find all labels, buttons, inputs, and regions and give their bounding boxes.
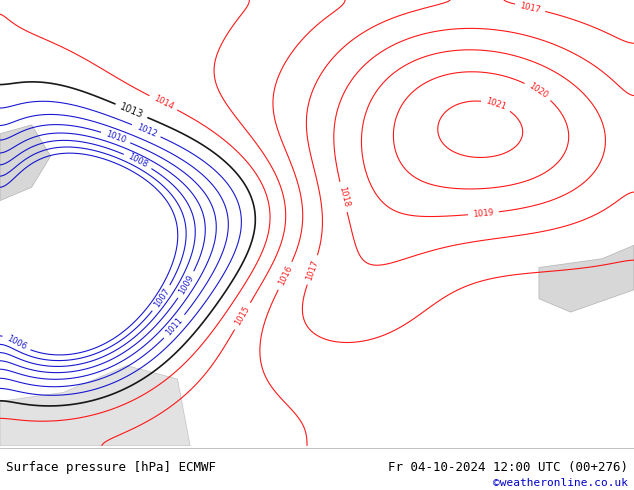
Text: 1014: 1014 [152,94,175,112]
Text: 1006: 1006 [5,334,28,352]
Polygon shape [539,245,634,312]
Text: Fr 04-10-2024 12:00 UTC (00+276): Fr 04-10-2024 12:00 UTC (00+276) [387,462,628,474]
Text: 1018: 1018 [337,186,351,208]
Text: 1017: 1017 [305,258,320,281]
Text: 1020: 1020 [527,81,550,100]
Text: 1016: 1016 [276,265,294,287]
Text: 1012: 1012 [135,122,158,139]
Polygon shape [0,366,190,446]
Text: 1017: 1017 [519,1,541,15]
Text: 1021: 1021 [485,97,508,112]
Text: 1011: 1011 [164,316,185,338]
Text: 1009: 1009 [177,273,195,296]
Text: 1007: 1007 [152,287,171,310]
Text: 1015: 1015 [233,305,252,327]
Text: ©weatheronline.co.uk: ©weatheronline.co.uk [493,478,628,488]
Text: 1008: 1008 [126,152,149,170]
Polygon shape [0,125,51,201]
Text: 1010: 1010 [105,129,127,145]
Text: Surface pressure [hPa] ECMWF: Surface pressure [hPa] ECMWF [6,462,216,474]
Text: 1013: 1013 [118,101,145,120]
Text: 1019: 1019 [472,208,495,219]
